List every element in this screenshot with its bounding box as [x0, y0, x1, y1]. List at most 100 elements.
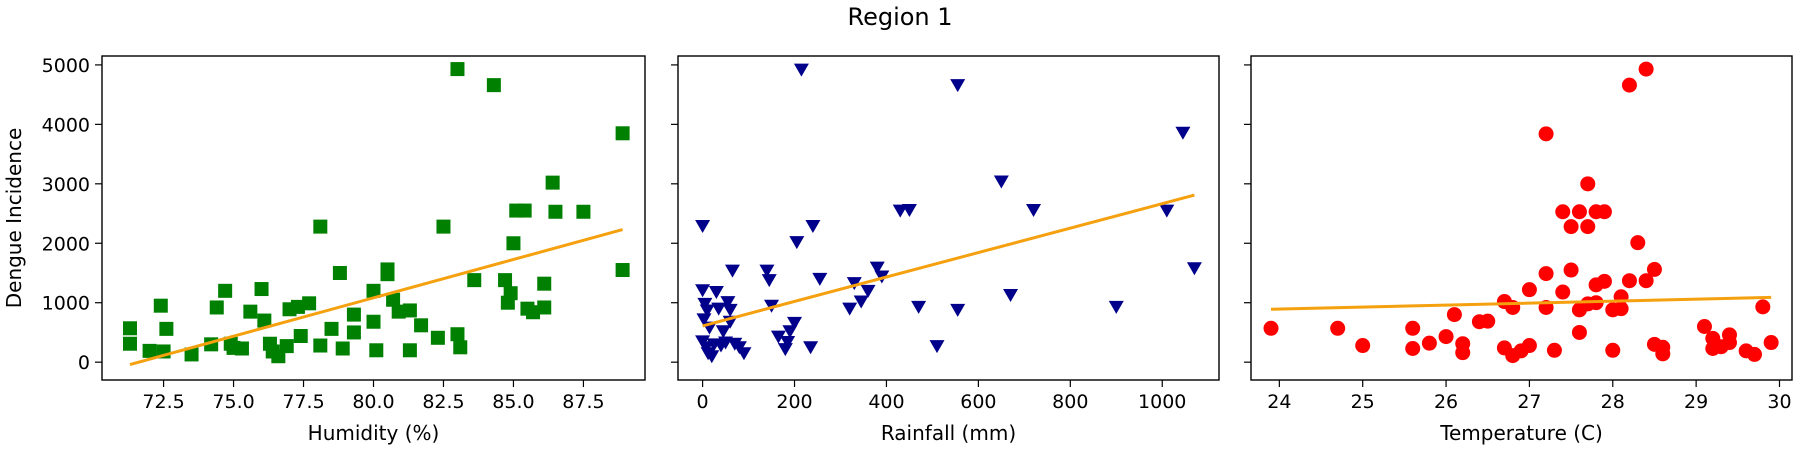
data-point [436, 219, 451, 234]
chart-panel-2: 0 200 400 600 800 1000 Rainfall (mm) [671, 55, 1220, 445]
data-point [1355, 338, 1371, 354]
x-tick-label: 85.0 [492, 391, 534, 413]
data-point [860, 284, 876, 298]
data-point [708, 286, 724, 300]
x-tick-label: 27 [1517, 391, 1541, 413]
data-point [704, 350, 720, 364]
data-point [615, 263, 630, 278]
data-point [453, 340, 468, 355]
data-point [122, 336, 137, 351]
data-point [1555, 284, 1571, 300]
data-point [537, 300, 552, 315]
data-point [1596, 204, 1612, 220]
data-point [1438, 329, 1454, 345]
x-tick-label: 82.5 [422, 391, 464, 413]
data-point [720, 296, 736, 310]
y-tick-label: 3000 [42, 174, 90, 196]
data-point [1186, 262, 1202, 276]
y-tick-label: 0 [78, 352, 90, 374]
data-point [1646, 261, 1662, 277]
data-point [724, 264, 740, 278]
data-point [1605, 342, 1621, 358]
data-point [486, 78, 501, 93]
data-point [243, 304, 258, 319]
data-point [695, 284, 711, 298]
chart-panel-1: 72.5 75.0 77.5 80.0 82.5 85.0 87.5 0 1000 2000 300… [2, 55, 646, 445]
x-tick-label: 80.0 [352, 391, 394, 413]
data-point [789, 236, 805, 250]
data-point [153, 298, 168, 313]
data-point [901, 203, 917, 217]
data-point [1521, 338, 1537, 354]
data-point [1330, 320, 1346, 336]
x-tick-label: 25 [1351, 391, 1375, 413]
data-point [450, 62, 465, 77]
data-point [324, 321, 339, 336]
data-point [380, 267, 395, 282]
data-point [615, 126, 630, 141]
data-point [1421, 335, 1437, 351]
data-point [1746, 346, 1762, 362]
data-point [1571, 204, 1587, 220]
data-point [715, 325, 731, 339]
data-point [950, 303, 966, 317]
data-point [699, 304, 715, 318]
data-point [290, 299, 305, 314]
data-point [279, 339, 294, 354]
data-point [1480, 313, 1496, 329]
data-point [1108, 300, 1124, 314]
data-point [853, 295, 869, 309]
data-point [803, 341, 819, 355]
data-point [993, 175, 1009, 189]
data-point [254, 282, 269, 297]
data-point [503, 286, 518, 301]
data-point [812, 272, 828, 286]
data-point [805, 220, 821, 234]
data-point [950, 79, 966, 93]
data-point [1580, 219, 1596, 235]
chart-panel-3: 24 25 26 27 28 29 30 Temperature (C) [1244, 55, 1793, 445]
data-point [761, 274, 777, 288]
x-tick-label: 400 [868, 391, 904, 413]
data-point [159, 321, 174, 336]
data-point [1538, 266, 1554, 282]
x-tick-label: 77.5 [282, 391, 324, 413]
data-point [402, 343, 417, 358]
data-point [1638, 273, 1654, 289]
data-point [142, 343, 157, 358]
data-point [545, 175, 560, 190]
plot-frame [677, 55, 1220, 381]
data-point [369, 343, 384, 358]
data-point [257, 313, 272, 328]
data-point [346, 325, 361, 340]
x-tick-label: 24 [1267, 391, 1291, 413]
data-point [1159, 204, 1175, 218]
data-point [695, 220, 711, 234]
data-point [537, 276, 552, 291]
data-point [1555, 204, 1571, 220]
data-point [1630, 235, 1646, 251]
data-point [1596, 273, 1612, 289]
data-point [1621, 273, 1637, 289]
y-axis-label: Dengue Incidence [2, 128, 26, 309]
data-point [770, 330, 786, 344]
data-point [793, 63, 809, 77]
x-axis-label: Temperature (C) [1439, 421, 1603, 445]
data-point [911, 300, 927, 314]
plot-frame [101, 55, 646, 381]
data-point [402, 303, 417, 318]
data-point [1621, 77, 1637, 93]
data-point [313, 219, 328, 234]
data-point [711, 302, 727, 316]
data-point [184, 347, 199, 362]
x-tick-label: 29 [1684, 391, 1708, 413]
x-axis-label: Rainfall (mm) [881, 421, 1016, 445]
data-point [759, 264, 775, 278]
data-point [526, 305, 541, 320]
x-tick-label: 800 [1052, 391, 1088, 413]
data-point [293, 329, 308, 344]
data-point [929, 340, 945, 354]
data-point [1455, 345, 1471, 361]
data-point [1755, 299, 1771, 315]
